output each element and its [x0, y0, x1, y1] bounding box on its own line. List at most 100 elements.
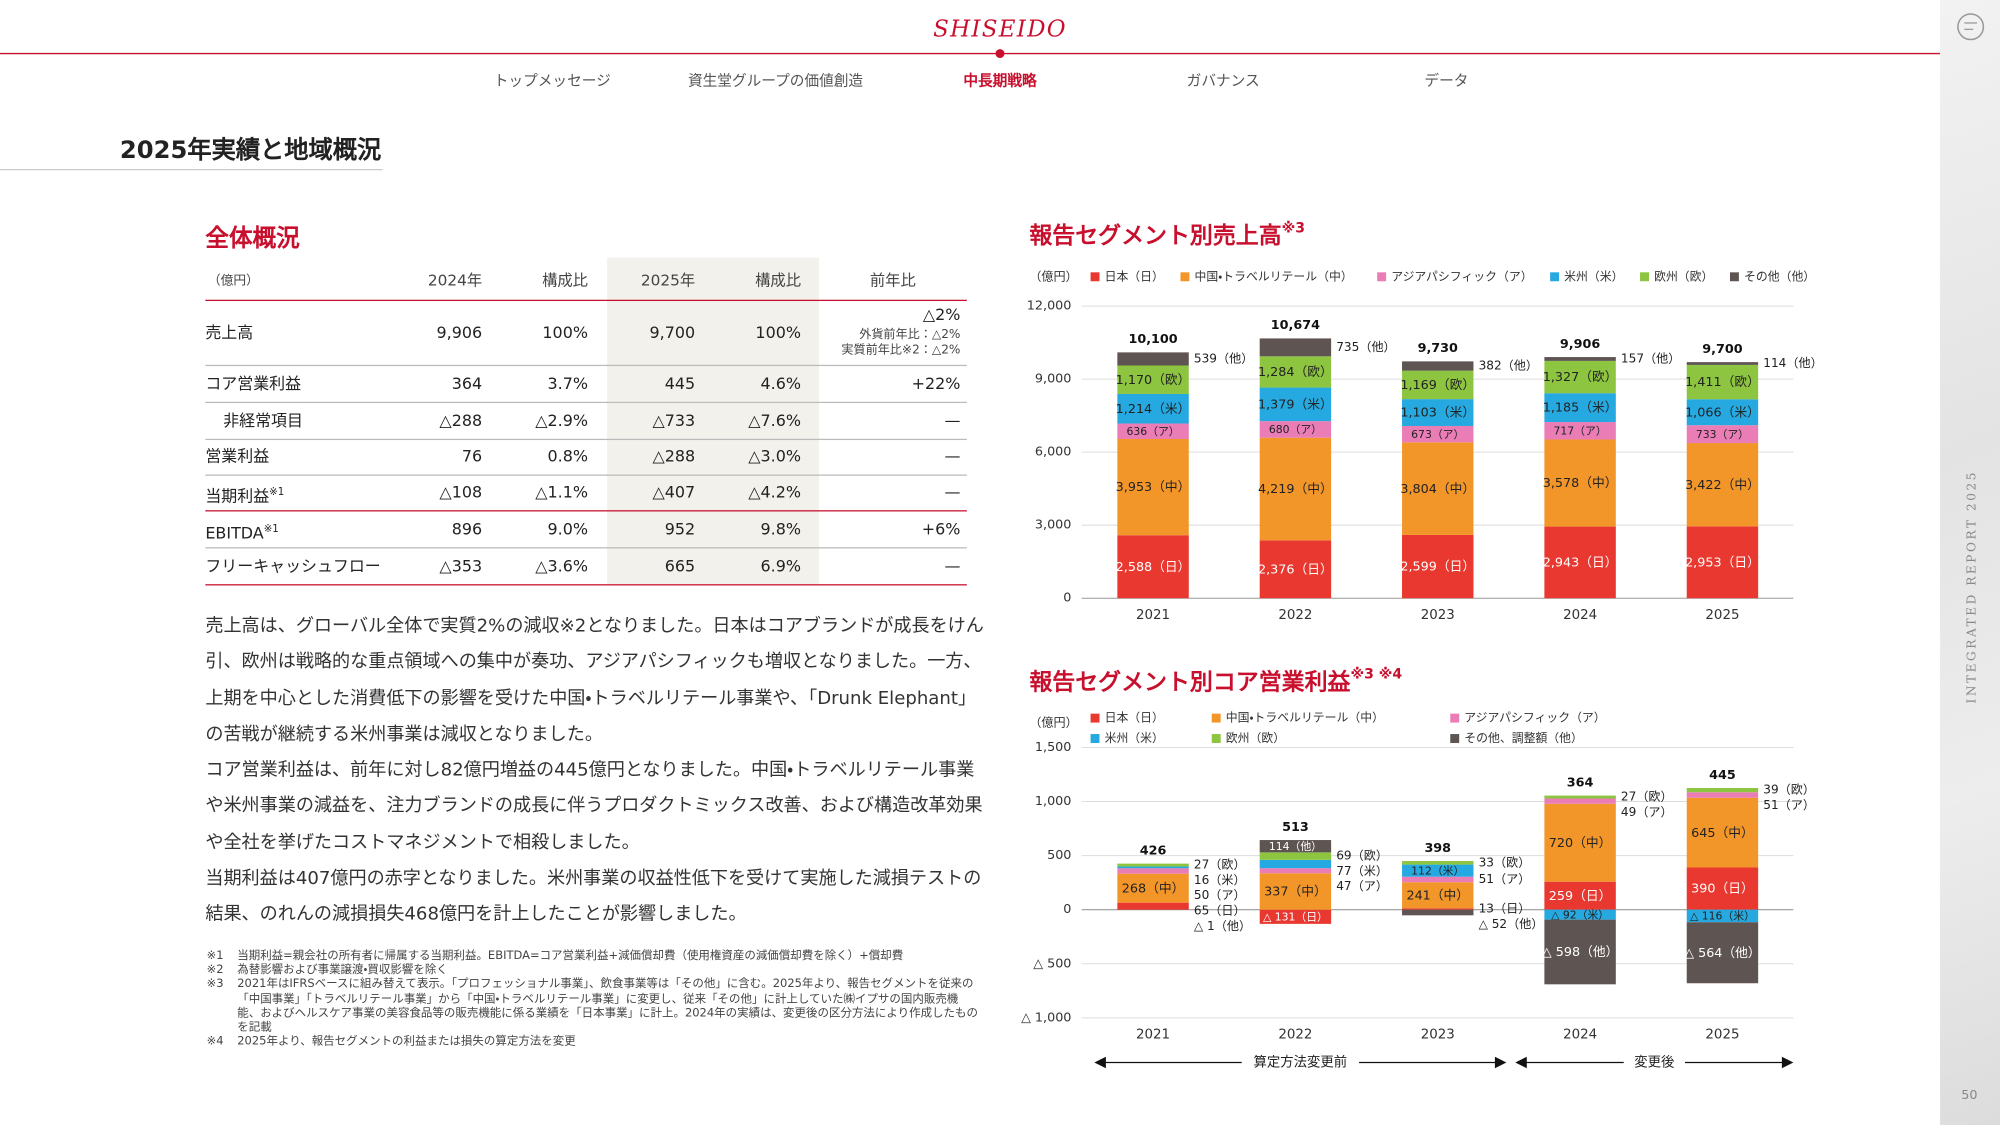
bar-segment: [1259, 840, 1332, 853]
value-label: 1,066（米）: [1685, 405, 1760, 420]
nav-item[interactable]: データ: [1424, 71, 1469, 90]
table-rule: [205, 364, 967, 367]
cell: 952: [664, 518, 696, 538]
logo: SHISEIDO: [933, 17, 1067, 43]
bar-segment: [1544, 526, 1616, 599]
x-tick-label: 2022: [1278, 1027, 1312, 1042]
chart-title-note: ※3: [1282, 220, 1305, 236]
value-label: 3,953（中）: [1116, 480, 1191, 495]
bar-segment: [1544, 393, 1616, 423]
unit-label: （億円）: [1029, 716, 1077, 730]
bar-segment: [1686, 797, 1759, 868]
chart-title-text: 報告セグメント別コア営業利益: [1029, 668, 1351, 695]
bar-segment: [1117, 535, 1189, 599]
bar-segment: [1402, 442, 1474, 535]
table-header: 構成比: [755, 271, 802, 290]
cell: △3.6%: [535, 555, 589, 575]
bar-segment: [1259, 540, 1332, 599]
table-rule: [205, 299, 967, 302]
y-tick-label: 0: [1063, 902, 1071, 917]
cell: △2.9%: [535, 410, 589, 430]
value-label: 2,943（日）: [1543, 556, 1618, 571]
bar-segment: [1259, 852, 1332, 860]
x-tick-label: 2021: [1136, 608, 1170, 623]
cell: 6.9%: [760, 555, 802, 575]
value-label: 241（中）: [1406, 888, 1469, 903]
menu-icon[interactable]: [1957, 13, 1985, 41]
bar-segment: [1402, 909, 1474, 916]
value-label: 268（中）: [1122, 881, 1185, 896]
value-label: 2,599（日）: [1400, 560, 1475, 575]
row-label: 売上高: [205, 322, 254, 342]
nav-item[interactable]: ガバナンス: [1186, 71, 1260, 90]
legend-label: 米州（米）: [1564, 269, 1623, 283]
arrow-head: [1494, 1056, 1507, 1069]
value-label: △ 131（日）: [1263, 910, 1328, 923]
nav-item[interactable]: 資生堂グループの価値創造: [687, 71, 864, 90]
table-rule: [205, 438, 967, 441]
paragraph: 当期利益は407億円の赤字となりました。米州事業の収益性低下を受けて実施した減損…: [205, 868, 982, 926]
value-label: 673（ア）: [1411, 428, 1464, 441]
value-label: △ 1（他）: [1194, 919, 1251, 933]
row-label: コア営業利益: [205, 373, 302, 393]
cell: 4.6%: [760, 373, 802, 393]
arrow-head: [1781, 1056, 1794, 1069]
value-label: 50（ア）: [1194, 888, 1246, 902]
value-label: △ 598（他）: [1542, 945, 1618, 960]
cell: 665: [664, 555, 696, 575]
value-label: 27（欧）: [1194, 858, 1246, 872]
nav-item[interactable]: トップメッセージ: [493, 71, 611, 90]
value-label: 3,804（中）: [1400, 482, 1475, 497]
total-label: 398: [1424, 841, 1451, 856]
bar-segment: [1544, 909, 1616, 920]
cell: △4.2%: [748, 482, 802, 502]
cell: 76: [461, 446, 483, 466]
bar-segment: [1544, 803, 1616, 882]
annotation: 算定方法変更前: [1254, 1053, 1348, 1070]
value-label: 1,214（米）: [1116, 402, 1191, 417]
paragraph: 売上高は、グローバル全体で実質2%の減収※2となりました。日本はコアブランドが成…: [205, 616, 984, 745]
total-label: 445: [1709, 768, 1736, 783]
legend-swatch: [1377, 272, 1387, 282]
cell: 896: [451, 518, 483, 538]
value-label: 735（他）: [1336, 340, 1395, 354]
footnote-mark: ※1: [206, 950, 224, 964]
chart-title-note: ※3 ※4: [1350, 667, 1402, 683]
chart-title: 報告セグメント別コア営業利益※3 ※4: [1029, 667, 1402, 695]
table-header: 前年比: [869, 271, 916, 290]
cell: 364: [451, 373, 483, 393]
legend-swatch: [1640, 272, 1649, 282]
y-tick-label: 9,000: [1035, 372, 1072, 387]
bar-segment: [1544, 357, 1616, 361]
bar-segment: [1686, 867, 1759, 910]
total-label: 364: [1567, 775, 1594, 790]
legend-label: 欧州（欧）: [1654, 269, 1713, 283]
value-label: 636（ア）: [1126, 425, 1179, 438]
row-note: ※1: [269, 485, 285, 498]
legend-label: アジアパシフィック（ア）: [1391, 269, 1532, 283]
x-tick-label: 2021: [1136, 1027, 1170, 1042]
cell: —: [944, 410, 961, 430]
bar-segment: [1117, 365, 1189, 394]
legend-swatch: [1211, 713, 1221, 723]
bar-segment: [1544, 360, 1616, 394]
total-label: 9,730: [1418, 341, 1458, 356]
bar-segment: [1544, 881, 1616, 910]
bar-segment: [1544, 919, 1616, 985]
bar-segment: [1259, 909, 1332, 924]
legend-swatch: [1450, 734, 1460, 743]
value-label: 47（ア）: [1336, 879, 1388, 893]
nav-item[interactable]: 中長期戦略: [963, 71, 1037, 90]
side-strip: [1940, 0, 2000, 1125]
yoy-detail: 実質前年比※2：△2%: [841, 343, 961, 358]
bar-segment: [1686, 788, 1759, 793]
bar-segment: [1686, 399, 1759, 426]
row-label: EBITDA※1: [205, 522, 279, 542]
y-tick-label: 500: [1047, 848, 1071, 863]
value-label: 1,169（欧）: [1400, 378, 1475, 393]
bar-segment: [1117, 868, 1189, 874]
annotation-bg: [1241, 1053, 1360, 1072]
cell: △733: [652, 410, 696, 430]
table-rule: [205, 401, 967, 404]
y-tick-label: 6,000: [1035, 445, 1072, 460]
